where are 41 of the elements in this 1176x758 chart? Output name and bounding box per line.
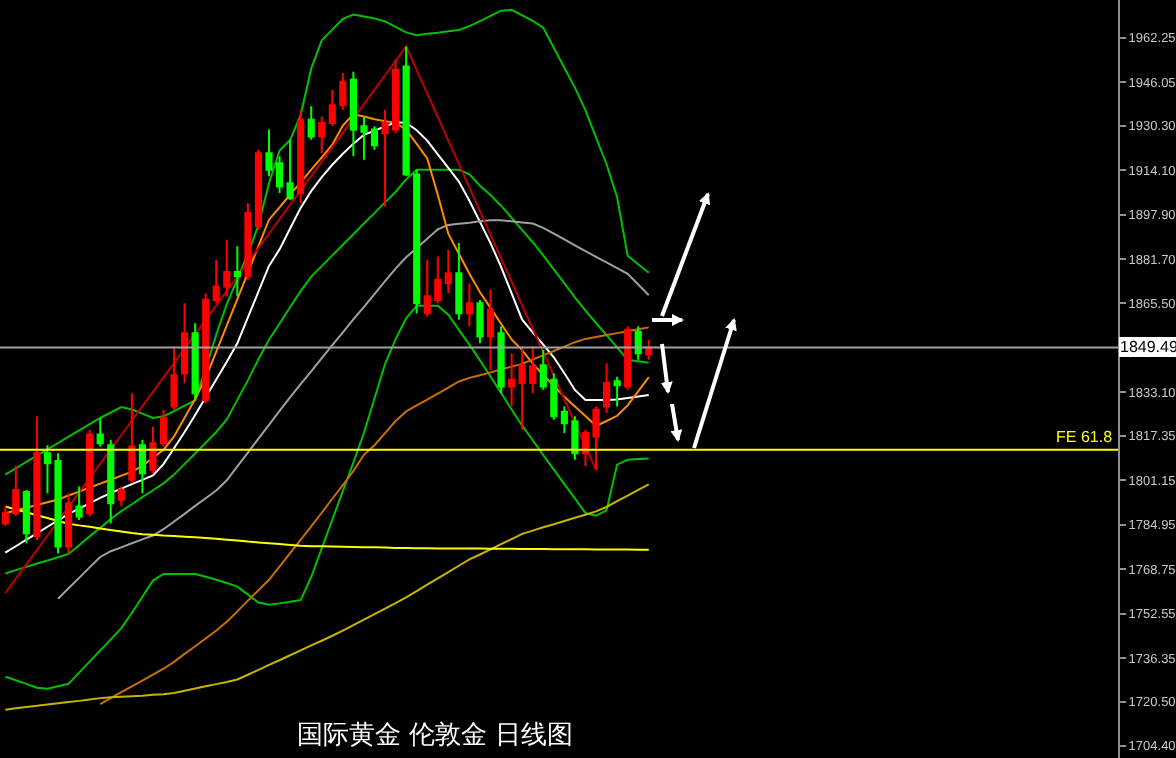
candlestick [613,375,621,408]
candlestick [254,148,263,231]
text: 国际黄金 伦敦金 日线图 [296,720,574,751]
candlestick [307,105,315,141]
line-series [4,45,598,595]
candlestick [455,242,463,321]
candlestick [96,417,104,448]
candlestick [233,245,241,298]
candlestick [64,492,73,555]
candlestick [318,115,326,155]
candlestick [497,325,505,395]
candlestick [476,298,484,345]
candlestick [624,325,632,391]
candlestick [508,352,516,408]
candlestick [202,292,210,405]
candlestick [181,302,189,385]
candlestick [465,282,473,328]
line-series [4,8,650,476]
candlestick [244,202,252,281]
line-series [4,505,650,551]
candlestick [486,288,495,371]
candlestick [297,108,305,205]
line-series [99,326,650,706]
candlestick [22,488,30,545]
candlestick [75,485,83,521]
line-series [4,304,650,690]
candlestick [191,322,199,401]
candlestick [138,438,146,495]
candlestick [33,415,41,541]
candlestick [117,485,125,508]
candlestick [86,428,94,518]
candlestick [107,438,115,525]
candlestick [444,248,452,295]
candlestick [602,362,611,415]
candlestick [286,138,294,201]
candlestick [128,392,136,485]
line-series [4,483,650,711]
candlestick [170,345,178,411]
candlestick [645,338,653,361]
ref-line-label: FE 61.8 [1056,428,1114,446]
candlestick [634,325,642,361]
